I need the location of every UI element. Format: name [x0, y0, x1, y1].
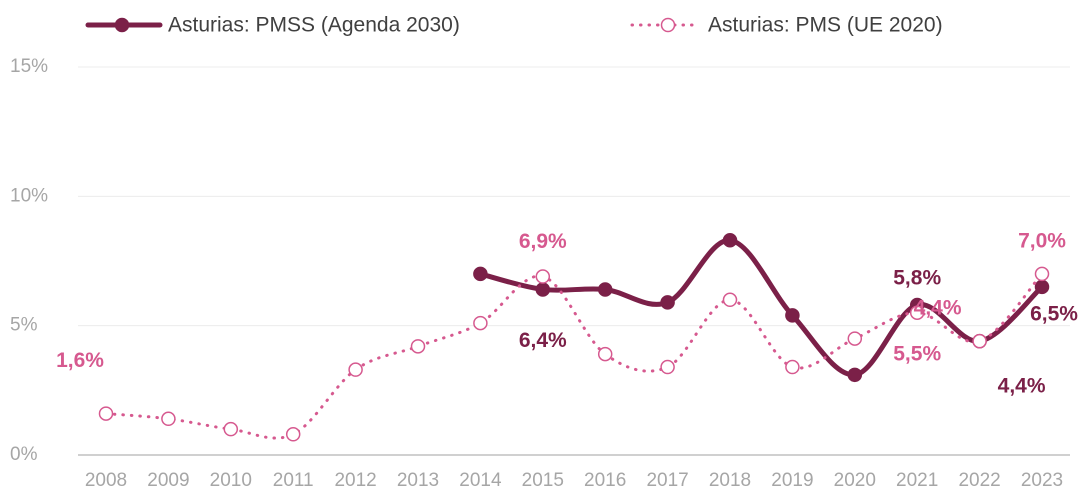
x-tick-label: 2015	[522, 470, 564, 491]
point	[785, 359, 800, 375]
x-tick-label: 2023	[1021, 470, 1063, 491]
x-tick-label: 2010	[210, 470, 252, 491]
point	[722, 233, 738, 248]
point	[722, 292, 738, 308]
point	[909, 305, 925, 320]
x-tick-label: 2009	[147, 470, 189, 491]
data-label: 1,6%	[56, 349, 104, 372]
y-tick-label: 10%	[10, 185, 48, 206]
point	[660, 295, 675, 310]
x-tick-label: 2014	[459, 470, 502, 491]
legend-marker	[660, 17, 676, 33]
point	[972, 333, 987, 349]
x-tick-label: 2019	[771, 470, 813, 491]
y-tick-label: 0%	[10, 444, 38, 465]
data-label: 7,0%	[1018, 229, 1066, 252]
series-line	[104, 272, 1044, 440]
data-label: 5,5%	[893, 342, 941, 365]
series-line	[477, 237, 1045, 378]
y-tick-label: 15%	[10, 56, 48, 77]
point	[847, 331, 863, 346]
data-label: 6,5%	[1030, 302, 1078, 325]
x-tick-label: 2022	[958, 470, 1000, 491]
data-label: 4,4%	[914, 297, 962, 320]
data-label: 4,4%	[998, 375, 1046, 398]
point	[1034, 266, 1050, 282]
x-tick-label: 2012	[334, 470, 376, 491]
point	[473, 315, 488, 331]
point	[535, 282, 551, 297]
x-tick-label: 2018	[709, 470, 751, 491]
point	[660, 359, 675, 375]
x-tick-label: 2017	[646, 470, 688, 491]
point	[1034, 279, 1050, 295]
point	[597, 346, 613, 362]
data-label: 6,9%	[519, 230, 567, 253]
point	[348, 362, 363, 377]
point	[98, 406, 114, 421]
x-tick-label: 2021	[896, 470, 938, 491]
legend-marker	[114, 17, 130, 33]
y-tick-label: 5%	[10, 315, 38, 336]
x-tick-label: 2011	[273, 470, 314, 491]
point	[223, 421, 239, 437]
point	[597, 282, 613, 297]
x-tick-label: 2008	[85, 470, 127, 491]
point	[410, 339, 426, 354]
legend-label: Asturias: PMSS (Agenda 2030)	[168, 14, 460, 37]
x-tick-label: 2016	[584, 470, 626, 491]
point	[785, 308, 800, 323]
x-tick-label: 2020	[834, 470, 876, 491]
point	[161, 411, 176, 427]
data-label: 5,8%	[893, 267, 941, 290]
point	[285, 427, 301, 442]
point	[535, 269, 551, 284]
point	[473, 266, 488, 282]
x-tick-label: 2013	[397, 470, 439, 491]
point	[847, 367, 863, 383]
legend-label: Asturias: PMS (UE 2020)	[708, 14, 943, 37]
data-label: 6,4%	[519, 329, 567, 352]
